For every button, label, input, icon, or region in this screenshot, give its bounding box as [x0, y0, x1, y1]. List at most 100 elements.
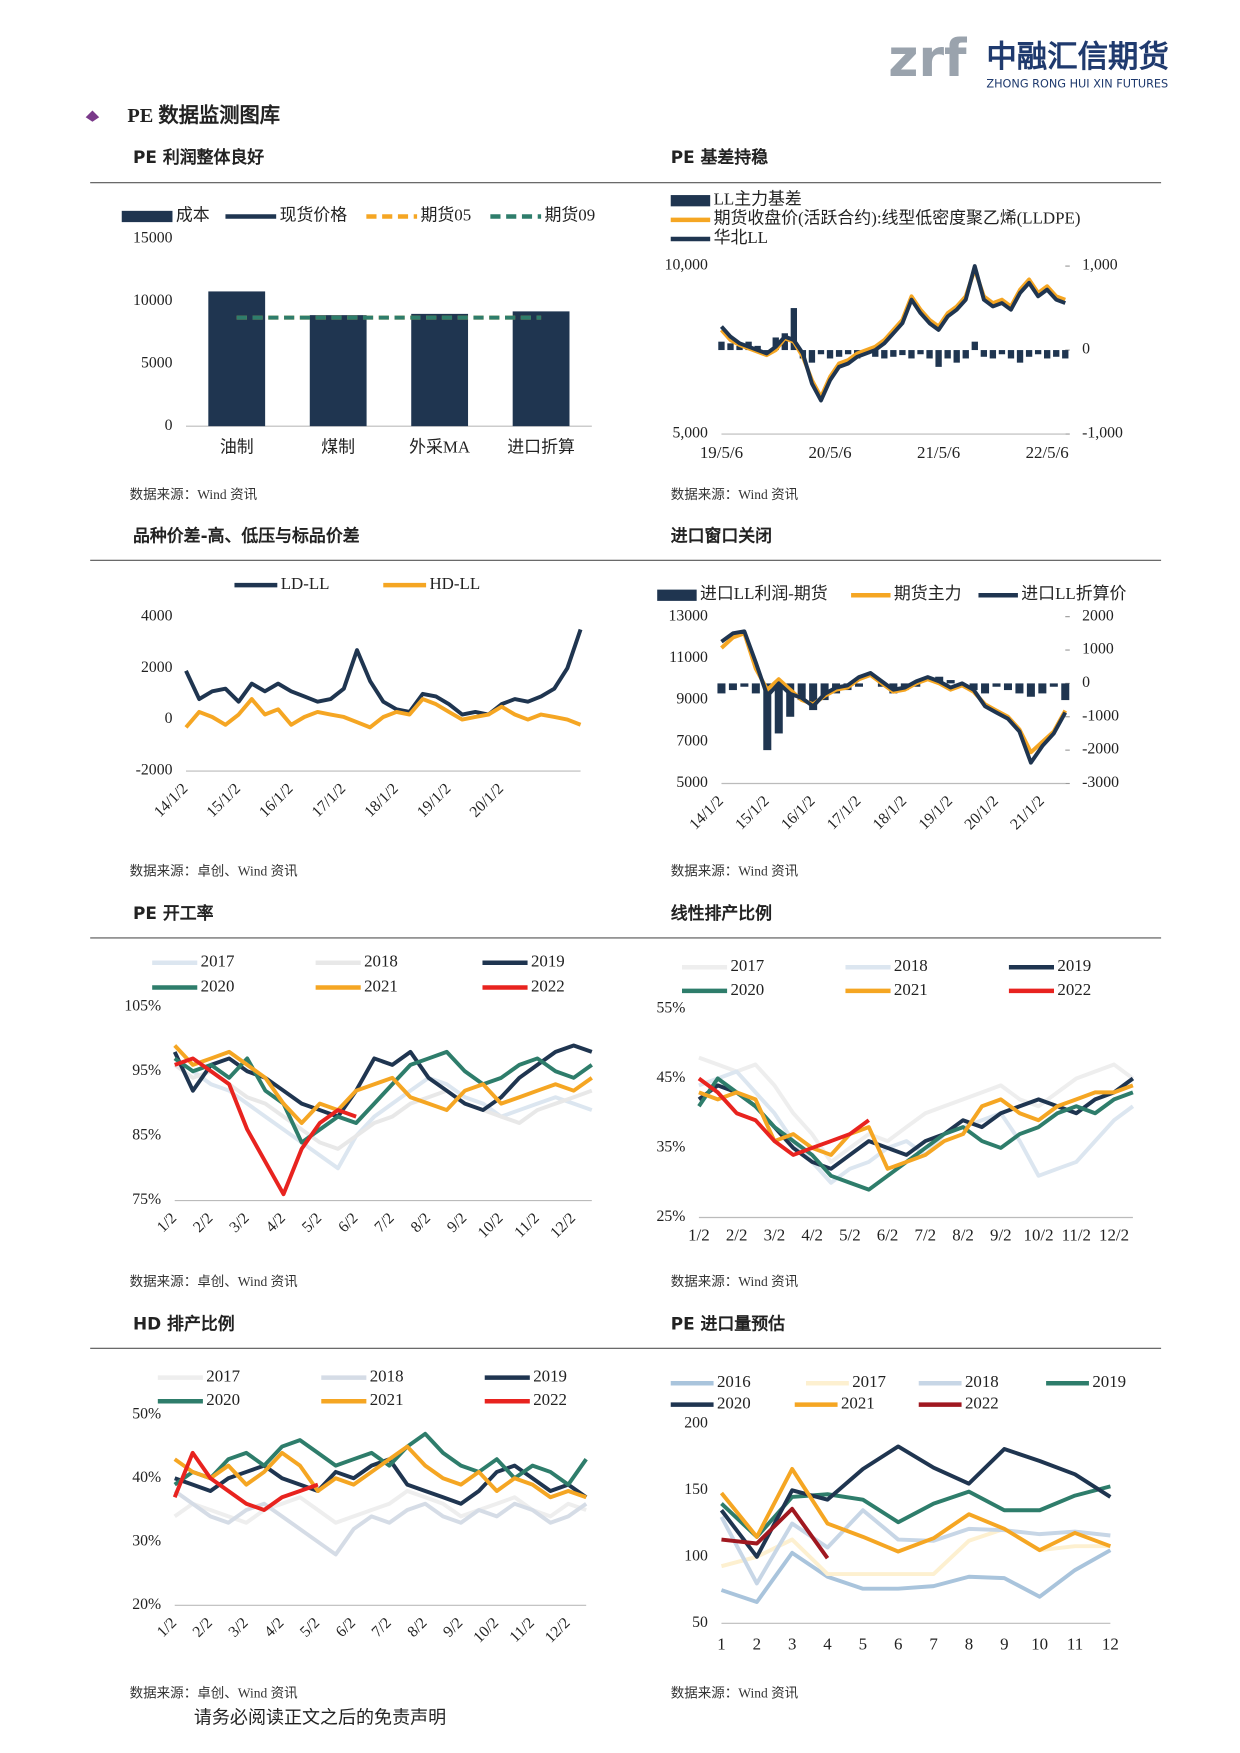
x-tick-label: 2 [753, 1635, 761, 1654]
legend-label: 华北LL [714, 228, 768, 247]
chart-source: 数据来源：Wind 资讯 [671, 1274, 799, 1289]
bar [917, 350, 924, 355]
line-series [173, 1056, 593, 1171]
chart-title: PE 开工率 [133, 903, 214, 923]
y-tick-label: 10000 [133, 292, 173, 309]
bar [1003, 683, 1012, 691]
bar [781, 333, 788, 351]
x-tick-label: 5/2 [839, 1226, 861, 1245]
line-series [719, 264, 1066, 403]
line-series [719, 1444, 1112, 1559]
logo-mark: zrf [888, 29, 968, 89]
x-tick-label: 1/2 [688, 1226, 710, 1245]
x-tick-label: 19/1/2 [916, 793, 957, 834]
line-series [720, 631, 1068, 755]
y2-tick-label: -1000 [1082, 707, 1119, 724]
line-series [184, 697, 582, 730]
legend-label: 2021 [364, 976, 398, 995]
x-tick-label: 9/2 [990, 1226, 1012, 1245]
bar [953, 350, 960, 363]
x-tick-label: 3/2 [225, 1614, 251, 1640]
legend-label: 期货主力 [894, 584, 962, 603]
x-tick-label: 3 [788, 1635, 796, 1654]
chart-source: 数据来源：卓创、Wind 资讯 [130, 864, 299, 879]
x-tick-label: 7/2 [369, 1614, 395, 1640]
line-series [698, 1055, 1135, 1164]
chart-source: 数据来源：Wind 资讯 [671, 487, 799, 502]
y-tick-label: 50% [132, 1405, 161, 1422]
legend-label: 2019 [1092, 1372, 1126, 1391]
y2-tick-label: -3000 [1082, 774, 1119, 791]
line-series [698, 1083, 1134, 1171]
line-series [172, 1043, 593, 1119]
x-tick-label: 17/1/2 [824, 793, 865, 834]
bar [411, 313, 469, 427]
y2-tick-label: -1,000 [1082, 425, 1123, 442]
bar [1015, 683, 1024, 694]
bar [992, 683, 1001, 687]
y2-tick-label: 0 [1082, 341, 1090, 358]
chart-title: 线性排产比例 [671, 903, 772, 923]
bar [881, 350, 888, 359]
line-series [184, 628, 583, 717]
line-series [173, 1431, 588, 1487]
x-tick-label: 11/2 [506, 1614, 538, 1646]
bar [835, 350, 843, 357]
bullet [85, 110, 100, 122]
chart-source: 数据来源：卓创、Wind 资讯 [130, 1274, 299, 1289]
x-tick-label: 9/2 [444, 1210, 470, 1236]
legend-label: 2018 [370, 1366, 404, 1385]
x-tick-label: 6/2 [877, 1226, 899, 1245]
bar [998, 350, 1006, 355]
legend-label: 2021 [370, 1390, 404, 1409]
x-tick-label: 16/1/2 [778, 793, 819, 834]
x-tick-label: 4/2 [263, 1210, 289, 1236]
separators [90, 182, 1162, 1349]
x-tick-label: 11/2 [511, 1210, 543, 1242]
legend-label: 2022 [531, 976, 565, 995]
legend-label: 2021 [894, 980, 928, 999]
x-tick-label: 19/1/2 [414, 780, 455, 821]
y-tick-label: 7000 [676, 732, 708, 749]
x-tick-label: 10/2 [1024, 1226, 1054, 1245]
y-tick-label: 15000 [133, 230, 173, 247]
bar [786, 683, 795, 717]
bar [826, 350, 834, 359]
line-series [721, 1506, 830, 1560]
bar [1007, 350, 1015, 359]
legend-label: 2017 [201, 952, 235, 971]
x-tick-label: 8/2 [404, 1614, 430, 1640]
line-series [697, 1076, 1134, 1192]
y-tick-label: 45% [656, 1069, 685, 1086]
bar [797, 683, 806, 701]
y-tick-label: 55% [656, 1000, 685, 1017]
y2-tick-label: 0 [1082, 674, 1090, 691]
bar [944, 350, 951, 359]
y-tick-label: 0 [165, 710, 173, 727]
bar [1062, 350, 1069, 359]
legend-label: 2020 [717, 1394, 751, 1413]
bar [727, 343, 734, 351]
x-tick-label: 11 [1067, 1635, 1083, 1654]
bar [790, 308, 798, 351]
bar [1061, 683, 1070, 701]
x-tick-label: 进口折算 [507, 438, 575, 457]
bar [1038, 683, 1047, 694]
y-tick-label: 20% [132, 1596, 161, 1613]
x-tick-label: 8/2 [952, 1226, 974, 1245]
chart-source: 数据来源：卓创、Wind 资讯 [130, 1685, 299, 1700]
y-tick-label: 2000 [141, 659, 173, 676]
x-tick-label: 10/2 [475, 1210, 507, 1242]
line-series [697, 1076, 870, 1157]
legend-label: 2017 [206, 1366, 240, 1385]
bar [718, 341, 725, 351]
x-tick-label: 7/2 [915, 1226, 937, 1245]
logo-sub: ZHONG RONG HUI XIN FUTURES [986, 78, 1168, 91]
y2-tick-label: 1000 [1082, 641, 1114, 658]
legend-label: 2021 [841, 1394, 875, 1413]
bar [969, 683, 978, 691]
x-tick-label: 2/2 [190, 1614, 216, 1640]
x-tick-label: 6/2 [335, 1210, 361, 1236]
x-tick-label: 11/2 [1062, 1226, 1091, 1245]
